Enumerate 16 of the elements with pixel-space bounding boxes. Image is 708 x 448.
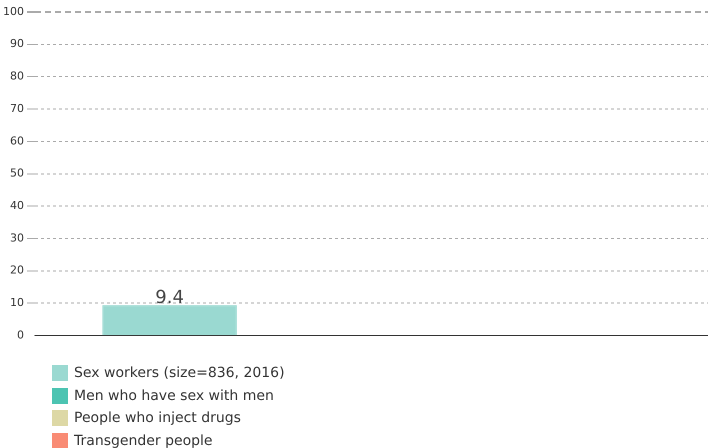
y-tick-label: 100: [2, 4, 24, 18]
data-label: 9.4: [155, 286, 184, 308]
y-tick-label: 10: [10, 296, 24, 310]
legend-label: Men who have sex with men: [74, 388, 274, 404]
y-tick-label: 60: [10, 134, 24, 148]
y-tick-label: 50: [10, 166, 24, 180]
legend-label: People who inject drugs: [74, 410, 241, 426]
y-tick-label: 30: [10, 231, 24, 244]
y-tick-label: 40: [10, 199, 24, 212]
y-tick-label: 0: [16, 328, 24, 342]
legend-label: Sex workers (size=836, 2016): [74, 365, 285, 382]
legend-label: Transgender people: [74, 432, 213, 448]
y-tick-label: 20: [10, 264, 24, 277]
y-tick-label: 70: [10, 102, 24, 115]
y-tick-label: 90: [10, 37, 24, 50]
y-tick-label: 80: [10, 70, 24, 83]
